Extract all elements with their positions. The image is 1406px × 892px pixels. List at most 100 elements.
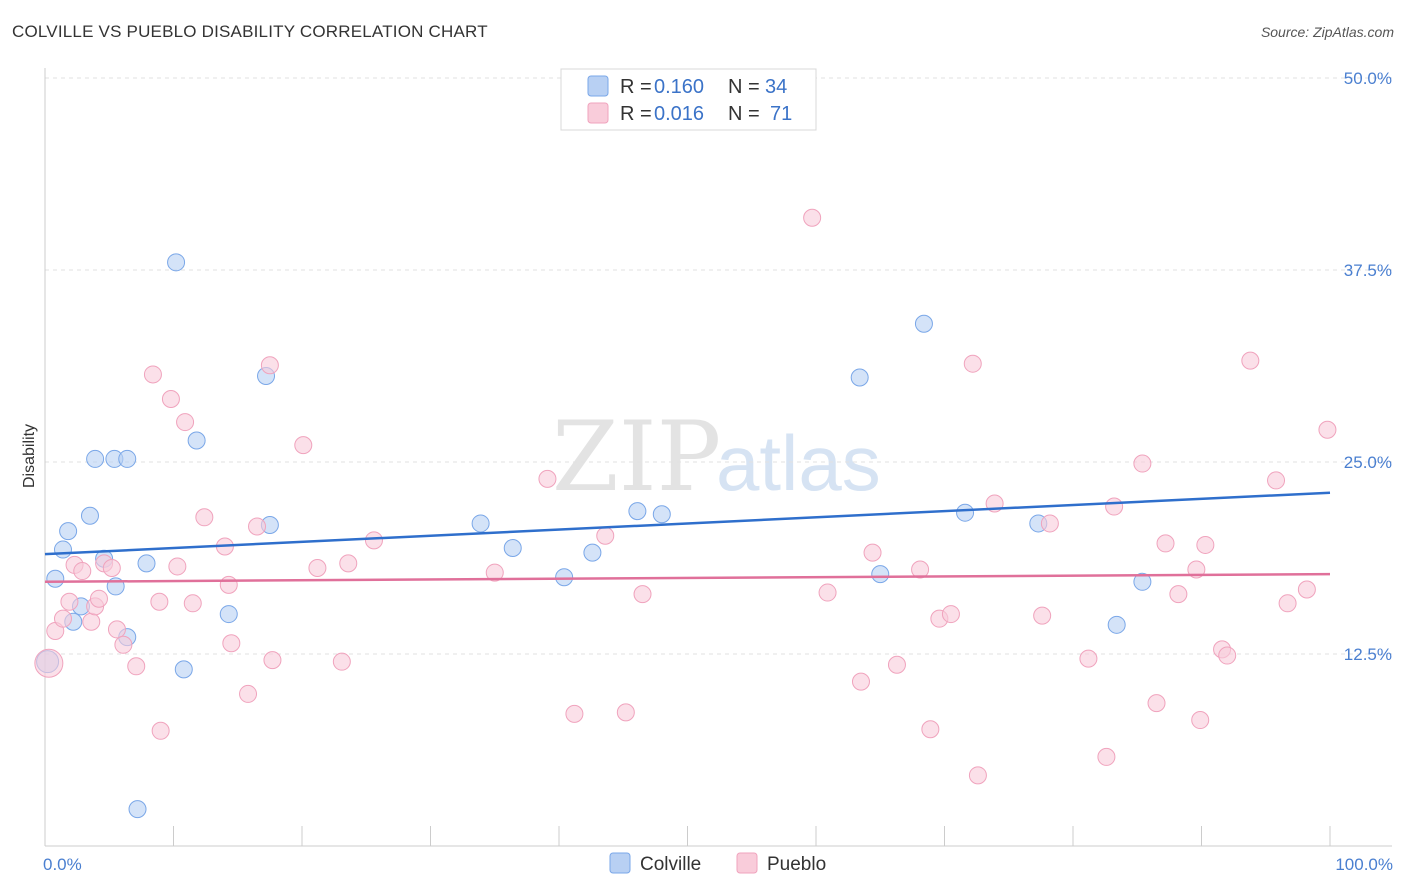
pueblo-point-53 bbox=[1040, 514, 1059, 533]
bottom-legend-swatch-colville bbox=[609, 852, 631, 874]
pueblo-point-62 bbox=[1191, 711, 1210, 730]
pueblo-point-34 bbox=[485, 563, 504, 582]
colville-point-27 bbox=[850, 368, 869, 387]
pueblo-point-39 bbox=[633, 585, 652, 604]
colville-point-3 bbox=[59, 522, 78, 541]
colville-point-32 bbox=[1107, 615, 1126, 634]
colville-point-13 bbox=[128, 800, 147, 819]
pueblo-point-59 bbox=[1156, 534, 1175, 553]
source-label: Source: ZipAtlas.com bbox=[1260, 24, 1394, 40]
y-tick-label-1: 25.0% bbox=[1344, 453, 1392, 472]
colville-point-33 bbox=[1133, 572, 1152, 591]
colville-point-15 bbox=[167, 253, 186, 272]
pueblo-point-50 bbox=[968, 766, 987, 785]
pueblo-point-70 bbox=[1318, 420, 1337, 439]
pueblo-point-17 bbox=[161, 390, 180, 409]
pueblo-point-43 bbox=[863, 543, 882, 562]
legend-colville-n-label: N = bbox=[728, 76, 760, 98]
colville-point-1 bbox=[46, 569, 65, 588]
colville-point-22 bbox=[503, 539, 522, 558]
pueblo-point-45 bbox=[911, 560, 930, 579]
colville-point-14 bbox=[137, 554, 156, 573]
legend-bottom: Colville Pueblo bbox=[609, 852, 826, 875]
colville-point-29 bbox=[914, 314, 933, 333]
pueblo-point-6 bbox=[82, 612, 101, 631]
colville-point-21 bbox=[471, 514, 490, 533]
pueblo-point-3 bbox=[60, 592, 79, 611]
colville-point-7 bbox=[86, 449, 105, 468]
pueblo-point-65 bbox=[1218, 646, 1237, 665]
pueblo-point-44 bbox=[887, 655, 906, 674]
pueblo-point-18 bbox=[168, 557, 187, 576]
watermark: ZIP atlas bbox=[552, 401, 881, 513]
y-tick-label-2: 37.5% bbox=[1344, 261, 1392, 280]
bottom-legend-colville: Colville bbox=[640, 854, 701, 875]
legend-swatch-pueblo bbox=[587, 102, 609, 124]
x-tick-label-1: 100.0% bbox=[1335, 855, 1393, 874]
pueblo-point-25 bbox=[239, 684, 258, 703]
colville-trend-line bbox=[44, 491, 1331, 556]
colville-point-26 bbox=[652, 505, 671, 524]
pueblo-point-40 bbox=[803, 208, 822, 227]
pueblo-point-27 bbox=[260, 356, 279, 375]
bottom-legend-pueblo: Pueblo bbox=[767, 854, 826, 875]
pueblo-point-41 bbox=[818, 583, 837, 602]
pueblo-point-0 bbox=[34, 648, 64, 678]
legend-swatch-colville bbox=[587, 75, 609, 97]
pueblo-point-63 bbox=[1196, 535, 1215, 554]
pueblo-point-15 bbox=[150, 592, 169, 611]
colville-point-16 bbox=[174, 660, 193, 679]
colville-point-2 bbox=[53, 540, 72, 559]
pueblo-point-60 bbox=[1169, 585, 1188, 604]
pueblo-point-8 bbox=[89, 589, 108, 608]
pueblo-point-54 bbox=[1079, 649, 1098, 668]
pueblo-point-42 bbox=[851, 672, 870, 691]
pueblo-trend-line bbox=[44, 572, 1331, 584]
pueblo-point-23 bbox=[219, 575, 238, 594]
series-colville bbox=[36, 253, 1152, 819]
pueblo-point-28 bbox=[263, 651, 282, 670]
pueblo-point-20 bbox=[183, 594, 202, 613]
legend-pueblo-n: 71 bbox=[770, 103, 792, 125]
legend-top: R = 0.160 N = 34 R = 0.016 N = 71 bbox=[560, 68, 817, 131]
chart-title: COLVILLE VS PUEBLO DISABILITY CORRELATIO… bbox=[12, 22, 488, 41]
pueblo-point-48 bbox=[941, 605, 960, 624]
y-tick-label-3: 50.0% bbox=[1344, 69, 1392, 88]
pueblo-point-26 bbox=[248, 517, 267, 536]
pueblo-point-38 bbox=[616, 703, 635, 722]
pueblo-point-21 bbox=[195, 508, 214, 527]
pueblo-point-55 bbox=[1097, 747, 1116, 766]
pueblo-point-5 bbox=[73, 562, 92, 581]
pueblo-point-10 bbox=[102, 558, 121, 577]
pueblo-point-52 bbox=[1033, 606, 1052, 625]
pueblo-point-16 bbox=[151, 721, 170, 740]
pueblo-point-56 bbox=[1105, 497, 1124, 516]
colville-point-28 bbox=[871, 565, 890, 584]
x-tick-label-0: 0.0% bbox=[43, 855, 82, 874]
pueblo-point-19 bbox=[176, 413, 195, 432]
pueblo-point-13 bbox=[127, 657, 146, 676]
legend-pueblo-r: 0.016 bbox=[654, 103, 704, 125]
pueblo-point-46 bbox=[921, 720, 940, 739]
pueblo-point-14 bbox=[143, 365, 162, 384]
y-axis-title: Disability bbox=[21, 424, 38, 488]
x-tick-labels: 0.0% 100.0% bbox=[43, 855, 1393, 874]
colville-point-25 bbox=[628, 502, 647, 521]
pueblo-point-24 bbox=[222, 634, 241, 653]
pueblo-point-12 bbox=[114, 635, 133, 654]
pueblo-point-66 bbox=[1241, 351, 1260, 370]
axes bbox=[44, 68, 1392, 847]
watermark-atlas: atlas bbox=[716, 419, 881, 507]
pueblo-point-67 bbox=[1267, 471, 1286, 490]
legend-colville-r-label: R = bbox=[620, 76, 652, 98]
watermark-zip: ZIP bbox=[552, 401, 721, 513]
bottom-legend-swatch-pueblo bbox=[736, 852, 758, 874]
pueblo-point-32 bbox=[339, 554, 358, 573]
legend-pueblo-r-label: R = bbox=[620, 103, 652, 125]
pueblo-point-57 bbox=[1133, 454, 1152, 473]
colville-point-17 bbox=[187, 431, 206, 450]
pueblo-point-29 bbox=[294, 436, 313, 455]
colville-point-30 bbox=[956, 503, 975, 522]
colville-point-6 bbox=[80, 506, 99, 525]
